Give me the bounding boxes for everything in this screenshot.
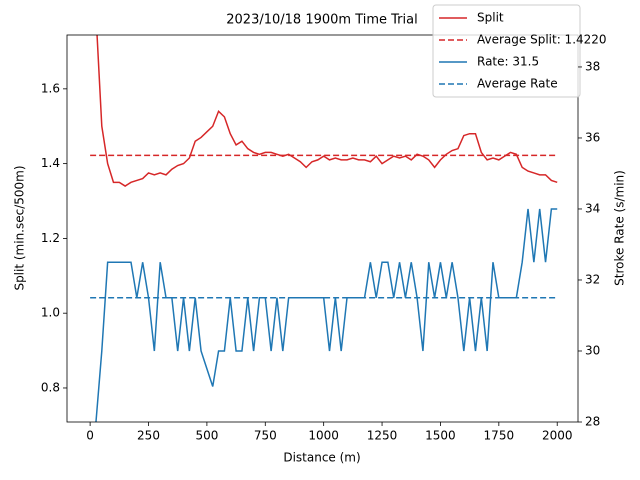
y-tick-label: 1.6	[41, 81, 60, 95]
legend-label: Average Split: 1.4220	[477, 33, 607, 47]
x-tick-label: 500	[195, 429, 218, 443]
series-line	[95, 208, 558, 422]
y-tick-label: 1.2	[41, 231, 60, 245]
x-tick-label: 1500	[425, 429, 456, 443]
legend-label: Split	[477, 11, 504, 25]
legend: Split Average Split: 1.4220 Rate: 31.5 Aver…	[432, 4, 607, 98]
legend-label: Average Rate	[477, 77, 558, 91]
legend-label: Rate: 31.5	[477, 55, 539, 69]
y2-tick-label: 28	[585, 415, 600, 429]
y-axis-label: Split (min.sec/500m)	[13, 165, 27, 290]
y-tick-label: 1.4	[41, 156, 60, 170]
x-tick-label: 1750	[484, 429, 515, 443]
y2-tick-label: 34	[585, 201, 600, 215]
x-tick-label: 1000	[308, 429, 339, 443]
legend-box	[432, 4, 581, 98]
x-tick-label: 1250	[367, 429, 398, 443]
plot-lines	[90, 35, 558, 422]
x-tick-label: 0	[86, 429, 94, 443]
series-line	[96, 35, 558, 187]
y2-tick-label: 30	[585, 343, 600, 357]
y-tick-label: 1.0	[41, 306, 60, 320]
y2-tick-label: 36	[585, 130, 600, 144]
plot-frame	[66, 34, 579, 423]
y2-tick-label: 38	[585, 59, 600, 73]
x-tick-label: 750	[254, 429, 277, 443]
x-axis-label: Distance (m)	[283, 451, 360, 465]
y2-axis-label: Stroke Rate (s/min)	[613, 170, 627, 286]
chart-title: 2023/10/18 1900m Time Trial	[226, 13, 417, 28]
y2-tick-label: 32	[585, 272, 600, 286]
y-tick-label: 0.8	[41, 380, 60, 394]
x-tick-label: 250	[137, 429, 160, 443]
x-tick-label: 2000	[542, 429, 573, 443]
